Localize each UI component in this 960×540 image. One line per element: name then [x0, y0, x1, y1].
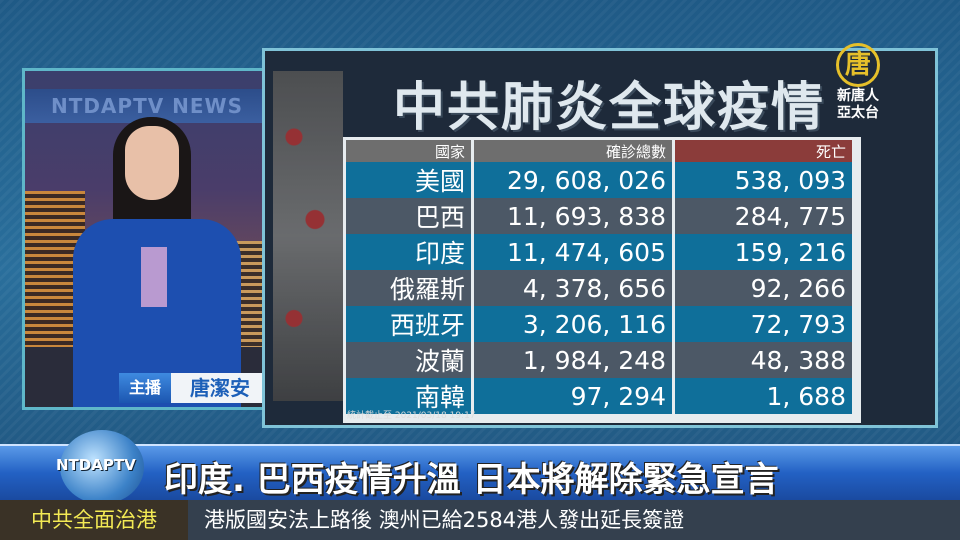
cell-confirmed: 29, 608, 026: [474, 162, 672, 198]
ntd-logo: 唐 新唐人 亞太台: [825, 43, 891, 121]
anchor-name-tag: 主播 唐潔安: [119, 373, 269, 403]
header-confirmed: 確診總數: [474, 140, 672, 162]
cell-country: 西班牙: [346, 306, 471, 342]
graphic-title: 中共肺炎全球疫情: [393, 78, 826, 138]
virus-image: [273, 71, 343, 401]
anchor-role: 主播: [119, 373, 171, 403]
logo-text-1: 新唐人: [837, 88, 879, 104]
anchor-video: NTDAPTV NEWS 主播 唐潔安: [22, 68, 272, 410]
table-row: 美國 29, 608, 026 538, 093: [346, 162, 852, 198]
cell-country: 波蘭: [346, 342, 471, 378]
cell-deaths: 48, 388: [675, 342, 852, 378]
table-row: 波蘭 1, 984, 248 48, 388: [346, 342, 852, 378]
channel-logo-text: NTDAPTV: [56, 456, 136, 474]
cell-confirmed: 3, 206, 116: [474, 306, 672, 342]
ticker-text: 港版國安法上路後 澳州已給2584港人發出延長簽證: [204, 508, 685, 532]
headline-text: 印度. 巴西疫情升溫 日本將解除緊急宣言: [164, 460, 779, 500]
cell-country: 美國: [346, 162, 471, 198]
cell-confirmed: 1, 984, 248: [474, 342, 672, 378]
cell-deaths: 72, 793: [675, 306, 852, 342]
cell-deaths: 538, 093: [675, 162, 852, 198]
cell-country: 印度: [346, 234, 471, 270]
anchor-face: [125, 126, 179, 200]
table-row: 巴西 11, 693, 838 284, 775: [346, 198, 852, 234]
data-timestamp: 統計截止至 2021/03/18 19:17: [347, 411, 476, 421]
header-deaths: 死亡: [675, 140, 852, 162]
logo-emblem-icon: 唐: [836, 43, 880, 87]
table-row: 俄羅斯 4, 378, 656 92, 266: [346, 270, 852, 306]
table-row: 南韓 97, 294 1, 688: [346, 378, 852, 414]
anchor-blouse: [141, 247, 167, 307]
header-country: 國家: [346, 140, 471, 162]
cell-deaths: 92, 266: [675, 270, 852, 306]
logo-text-2: 亞太台: [837, 105, 879, 121]
cell-deaths: 1, 688: [675, 378, 852, 414]
news-ticker: 中共全面治港 港版國安法上路後 澳州已給2584港人發出延長簽證: [0, 500, 960, 540]
headline-bar: 印度. 巴西疫情升溫 日本將解除緊急宣言: [0, 444, 960, 500]
cell-country: 南韓: [346, 378, 471, 414]
cell-confirmed: 97, 294: [474, 378, 672, 414]
covid-stats-table: 國家 確診總數 死亡 美國 29, 608, 026 538, 093 巴西 11, 6…: [343, 140, 855, 414]
ticker-label: 中共全面治港: [0, 500, 188, 540]
cell-confirmed: 4, 378, 656: [474, 270, 672, 306]
cell-confirmed: 11, 693, 838: [474, 198, 672, 234]
table-row: 西班牙 3, 206, 116 72, 793: [346, 306, 852, 342]
covid-graphic-panel: 中共肺炎全球疫情 唐 新唐人 亞太台 國家 確診總數 死亡 美國 29, 608,…: [262, 43, 938, 428]
cell-country: 俄羅斯: [346, 270, 471, 306]
channel-globe-icon: [60, 430, 144, 504]
cell-confirmed: 11, 474, 605: [474, 234, 672, 270]
cell-deaths: 159, 216: [675, 234, 852, 270]
cell-country: 巴西: [346, 198, 471, 234]
stats-table-box: 國家 確診總數 死亡 美國 29, 608, 026 538, 093 巴西 11, 6…: [343, 137, 861, 423]
anchor-name: 唐潔安: [171, 373, 269, 403]
table-row: 印度 11, 474, 605 159, 216: [346, 234, 852, 270]
cell-deaths: 284, 775: [675, 198, 852, 234]
studio-sign: NTDAPTV NEWS: [25, 89, 269, 123]
